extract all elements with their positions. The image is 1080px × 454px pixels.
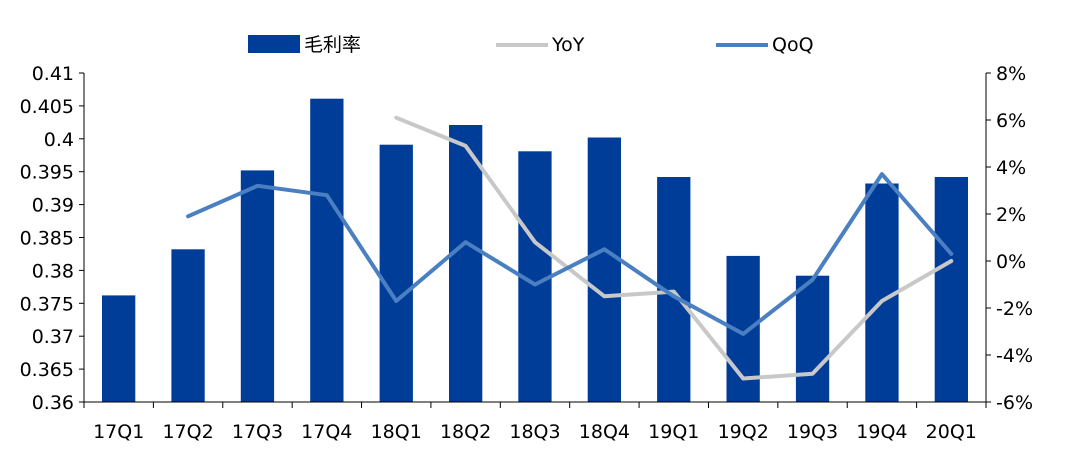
x-tick-label: 20Q1 <box>926 421 977 443</box>
legend-swatch-毛利率 <box>248 35 300 53</box>
bar-17Q2 <box>171 249 205 402</box>
line-qoq <box>186 172 954 336</box>
y-right-tick-label: -6% <box>996 392 1033 414</box>
y-left-tick-label: 0.41 <box>32 63 74 85</box>
y-right-tick-label: -2% <box>996 298 1033 320</box>
y-left-tick-label: 0.38 <box>32 260 74 282</box>
bar-17Q1 <box>102 295 136 402</box>
y-left-tick-label: 0.37 <box>32 326 74 348</box>
bar-18Q2 <box>449 125 483 402</box>
legend-label-毛利率: 毛利率 <box>304 34 361 56</box>
x-tick-label: 19Q2 <box>718 421 769 443</box>
y-right-tick-label: 4% <box>996 157 1026 179</box>
y-left-tick-label: 0.375 <box>20 293 74 315</box>
legend-label-qoq: QoQ <box>772 34 814 56</box>
bar-18Q4 <box>587 137 621 402</box>
y-left-tick-label: 0.395 <box>20 162 74 184</box>
axes: 0.360.3650.370.3750.380.3850.390.3950.40… <box>20 63 1033 443</box>
y-right-tick-label: 6% <box>996 110 1026 132</box>
y-left-tick-label: 0.4 <box>44 129 74 151</box>
x-tick-label: 18Q3 <box>509 421 560 443</box>
x-tick-label: 17Q3 <box>232 421 283 443</box>
legend-label-yoy: YoY <box>551 34 585 56</box>
y-right-tick-label: 0% <box>996 251 1026 273</box>
y-left-tick-label: 0.36 <box>32 392 74 414</box>
x-tick-label: 17Q1 <box>93 421 144 443</box>
x-tick-label: 17Q2 <box>162 421 213 443</box>
x-tick-label: 19Q1 <box>648 421 699 443</box>
x-tick-label: 19Q3 <box>787 421 838 443</box>
bars <box>102 98 968 402</box>
bar-17Q4 <box>310 98 344 402</box>
x-tick-label: 19Q4 <box>856 421 907 443</box>
y-right-tick-label: 2% <box>996 204 1026 226</box>
y-right-tick-label: -4% <box>996 345 1033 367</box>
bar-20Q1 <box>934 177 968 402</box>
bar-19Q3 <box>795 275 830 402</box>
y-left-tick-label: 0.385 <box>20 228 74 250</box>
x-tick-label: 18Q1 <box>371 421 422 443</box>
legend: 毛利率 YoY QoQ <box>248 34 814 56</box>
x-tick-label: 18Q4 <box>579 421 630 443</box>
bar-17Q3 <box>240 170 275 402</box>
y-right-tick-label: 8% <box>996 63 1026 85</box>
x-tick-label: 17Q4 <box>301 421 352 443</box>
lines <box>186 115 954 381</box>
bar-18Q1 <box>379 144 413 402</box>
y-left-tick-label: 0.39 <box>32 195 74 217</box>
y-left-tick-label: 0.405 <box>20 96 74 118</box>
x-tick-label: 18Q2 <box>440 421 491 443</box>
y-left-tick-label: 0.365 <box>20 359 74 381</box>
